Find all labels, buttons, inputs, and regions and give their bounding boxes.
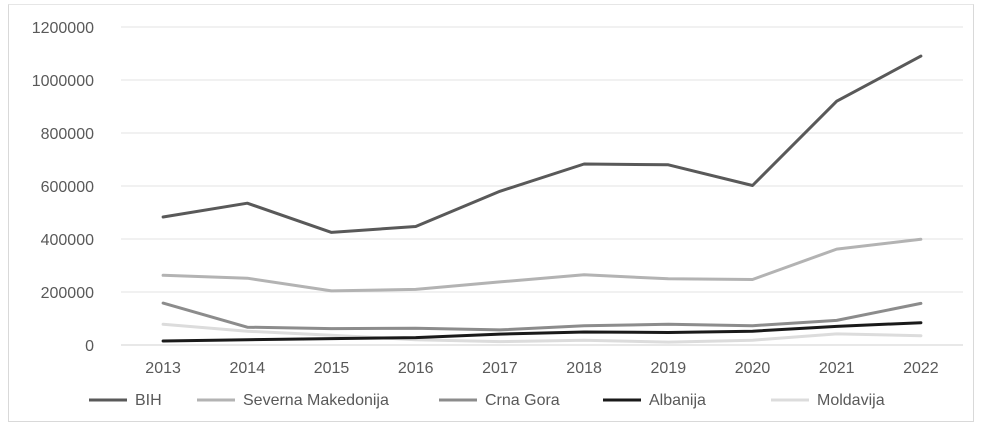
x-tick-label: 2021 (819, 360, 855, 377)
x-tick-label: 2015 (314, 360, 350, 377)
legend-label: Moldavija (817, 392, 885, 409)
x-tick-label: 2016 (398, 360, 434, 377)
gridlines (121, 26, 963, 293)
x-tick-label: 2020 (735, 360, 771, 377)
y-tick-label: 200000 (41, 285, 94, 302)
legend-label: Severna Makedonija (243, 392, 389, 409)
x-tick-label: 2022 (903, 360, 939, 377)
y-tick-label: 800000 (41, 126, 94, 143)
y-tick-label: 400000 (41, 232, 94, 249)
legend-item: BIH (89, 392, 162, 409)
x-tick-label: 2017 (482, 360, 518, 377)
legend-label: Crna Gora (485, 392, 560, 409)
chart-frame: 0 200000 400000 600000 800000 1000000 1200000 … (8, 4, 974, 422)
y-tick-label: 600000 (41, 179, 94, 196)
series-line-severna-makedonija (161, 237, 923, 293)
legend-item: Moldavija (771, 392, 885, 409)
series-line-crna-gora (161, 301, 923, 332)
series-line-moldavija (161, 322, 923, 344)
y-tick-label: 1000000 (32, 73, 94, 90)
y-tick-label: 0 (85, 338, 94, 355)
legend-item: Albanija (603, 392, 706, 409)
legend: BIH Severna Makedonija Crna Gora Albanija Mo… (89, 392, 885, 409)
series-line-bih (161, 54, 923, 234)
x-tick-label: 2019 (651, 360, 687, 377)
x-tick-label: 2013 (145, 360, 181, 377)
line-chart: 020000040000060000080000010000001200000 … (32, 20, 963, 409)
series-line-albanija (161, 321, 923, 343)
x-tick-label: 2014 (230, 360, 266, 377)
legend-item: Severna Makedonija (197, 392, 389, 409)
y-tick-label: 1200000 (32, 20, 94, 37)
series-lines (161, 54, 923, 344)
legend-item: Crna Gora (439, 392, 560, 409)
legend-label: Albanija (649, 392, 706, 409)
x-tick-label: 2018 (566, 360, 602, 377)
x-axis: 2013 2014 2015 2016 2017 2018 2019 2020 2021 2022 (121, 344, 963, 377)
legend-label: BIH (135, 392, 162, 409)
y-axis-tick-labels: 0 200000 400000 600000 800000 1000000 1200000 (32, 20, 94, 355)
